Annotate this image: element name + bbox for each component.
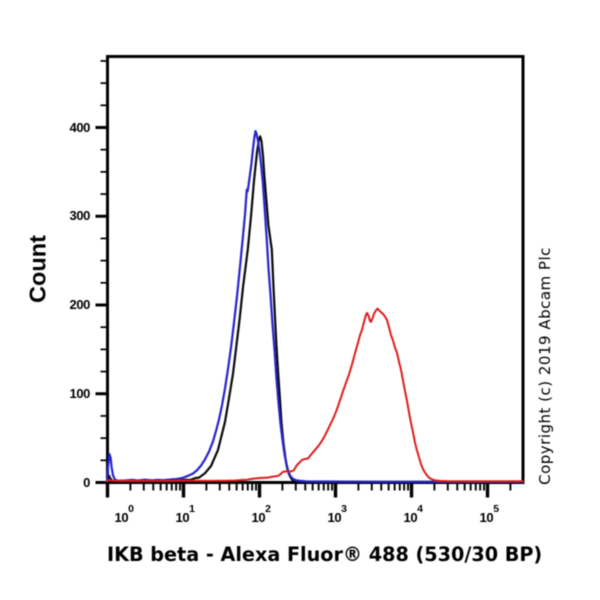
y-tick-label: 0	[83, 474, 90, 490]
copyright-notice: Copyright (c) 2019 Abcam Plc	[535, 247, 554, 485]
series-line-red	[106, 307, 524, 483]
plot-border	[106, 55, 525, 484]
x-tick-label: 101	[175, 503, 196, 525]
x-tick-label: 104	[403, 503, 424, 525]
series-line-blue	[105, 130, 525, 483]
y-tick-label: 400	[69, 119, 91, 135]
y-tick-label: 200	[69, 297, 91, 312]
y-tick-label: 100	[69, 385, 91, 401]
y-tick-label: 300	[69, 208, 91, 224]
x-axis-title: IKB beta - Alexa Fluor® 488 (530/30 BP)	[107, 543, 543, 566]
x-tick-label: 102	[251, 503, 272, 525]
x-tick-label: 100	[114, 503, 135, 525]
x-tick-label: 103	[327, 503, 348, 525]
x-tick-label: 105	[479, 503, 500, 525]
series-line-black	[105, 135, 525, 484]
y-axis-title: Count	[24, 235, 51, 303]
